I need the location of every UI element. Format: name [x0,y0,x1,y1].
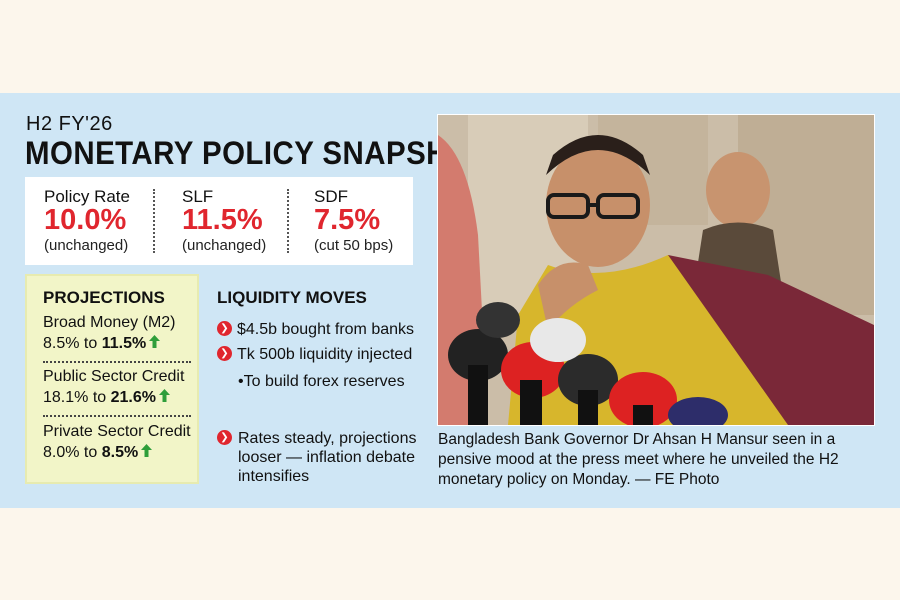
up-arrow-icon [158,389,170,407]
projections-title: PROJECTIONS [43,288,165,307]
projection-from: 8.5% to [43,335,98,353]
divider [287,189,289,253]
rate-label: Policy Rate [44,187,130,206]
rate-note: (unchanged) [44,237,129,254]
divider [153,189,155,253]
infographic-panel: H2 FY'26 MONETARY POLICY SNAPSHOT Policy… [0,93,900,508]
photo-caption: Bangladesh Bank Governor Dr Ahsan H Mans… [438,431,839,488]
liquidity-note: ❯ Rates steady, projections looser — inf… [217,429,417,486]
projection-item: Public Sector Credit 18.1% to 21.6% [43,368,203,407]
projection-range: 8.0% to 8.5% [43,444,203,462]
liquidity-bullet: ❯ $4.5b bought from banks [217,321,414,339]
governor-photo [437,114,875,426]
projection-to: 11.5% [101,335,147,353]
chevron-right-icon: ❯ [217,321,232,337]
bullet-text: $4.5b bought from banks [237,321,415,338]
projection-to: 8.5% [101,444,139,462]
bullet-text: Tk 500b liquidity injected [237,346,413,363]
projection-name: Public Sector Credit [43,368,185,385]
projection-to: 21.6% [110,389,156,407]
projections-box: PROJECTIONS Broad Money (M2) 8.5% to 11.… [25,274,199,484]
rate-note: (unchanged) [182,237,267,254]
up-arrow-icon [141,444,153,462]
headline: MONETARY POLICY SNAPSHOT [25,135,490,171]
projection-name: Private Sector Credit [43,423,191,440]
liquidity-title: LIQUIDITY MOVES [217,288,367,307]
rate-value: 11.5% [182,204,263,236]
rate-label: SDF [314,187,348,206]
projection-range: 8.5% to 11.5% [43,335,203,353]
projection-item: Private Sector Credit 8.0% to 8.5% [43,423,203,462]
projection-from: 18.1% to [43,389,107,407]
note-text: Rates steady, projections looser — infla… [238,430,417,485]
rate-label: SLF [182,187,214,206]
chevron-right-icon: ❯ [217,346,232,362]
projection-name: Broad Money (M2) [43,314,176,331]
rates-box: Policy Rate 10.0% (unchanged) SLF 11.5% … [25,177,413,265]
kicker: H2 FY'26 [26,113,113,135]
rate-note: (cut 50 bps) [314,237,394,254]
photo-illustration [438,115,874,425]
sub-bullet: •To build forex reserves [238,373,405,390]
up-arrow-icon [149,335,161,353]
projection-item: Broad Money (M2) 8.5% to 11.5% [43,314,203,353]
liquidity-bullet: ❯ Tk 500b liquidity injected [217,346,412,364]
separator [43,415,191,417]
rate-value: 10.0% [44,204,127,236]
projection-range: 18.1% to 21.6% [43,389,203,407]
projection-from: 8.0% to [43,444,98,462]
chevron-right-icon: ❯ [217,430,232,445]
rate-value: 7.5% [314,204,381,236]
separator [43,361,191,363]
